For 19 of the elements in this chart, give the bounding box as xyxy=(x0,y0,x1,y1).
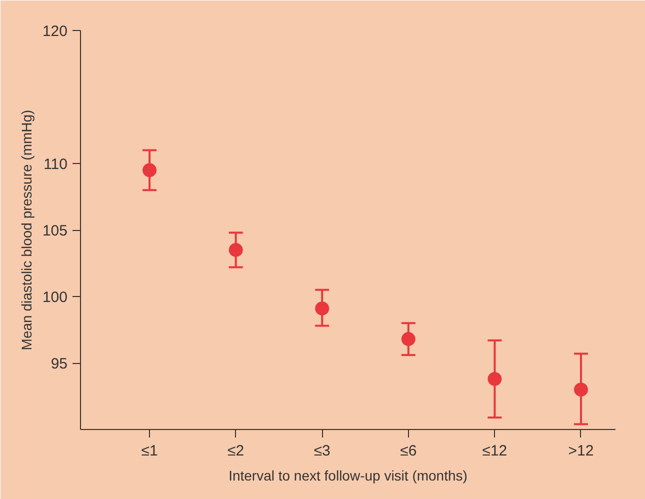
y-tick-label: 95 xyxy=(50,356,68,372)
y-tick-label: 105 xyxy=(42,222,68,240)
point xyxy=(315,301,330,316)
x-tick-label: ≤3 xyxy=(314,442,330,460)
point xyxy=(401,332,416,346)
x-tick-label: ≤1 xyxy=(141,442,158,460)
point xyxy=(142,163,157,178)
y-axis-title: Mean diastolic blood pressure (mmHg) xyxy=(18,110,34,350)
x-tick-label: ≤12 xyxy=(482,442,508,460)
y-tick-label: 100 xyxy=(42,289,68,306)
point xyxy=(488,372,502,386)
y-tick-label: 120 xyxy=(42,23,68,40)
x-tick-label: ≤2 xyxy=(228,442,244,460)
x-axis-title: Interval to next follow-up visit (months) xyxy=(228,468,468,484)
x-tick-label: >12 xyxy=(568,442,594,460)
point xyxy=(228,242,243,257)
x-tick-label: ≤6 xyxy=(400,442,417,460)
point xyxy=(574,382,588,397)
y-tick-label: 110 xyxy=(44,156,68,173)
